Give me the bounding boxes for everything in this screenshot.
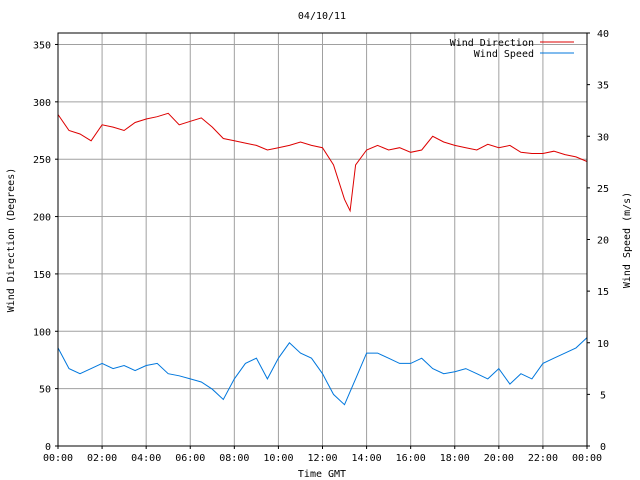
series-layer bbox=[57, 112, 588, 406]
x-tick-label: 14:00 bbox=[352, 453, 382, 464]
y-left-tick-label: 150 bbox=[33, 270, 51, 281]
y-left-tick-label: 50 bbox=[39, 385, 51, 396]
y-right-tick-label: 35 bbox=[597, 81, 609, 92]
y-right-tick-label: 5 bbox=[600, 390, 606, 401]
y-right-tick-label: 15 bbox=[597, 287, 609, 298]
x-tick-label: 22:00 bbox=[528, 453, 558, 464]
x-tick-label: 10:00 bbox=[263, 453, 293, 464]
series-line-wind-direction bbox=[57, 112, 588, 213]
y-left-tick-label: 200 bbox=[33, 213, 51, 224]
series-line-wind-speed bbox=[57, 337, 588, 406]
x-tick-label: 00:00 bbox=[572, 453, 602, 464]
legend: Wind Direction Wind Speed bbox=[450, 38, 574, 60]
y-right-tick-label: 30 bbox=[597, 132, 609, 143]
y-axis-right-label: Wind Speed (m/s) bbox=[622, 192, 633, 288]
legend-label-wind-direction: Wind Direction bbox=[450, 38, 534, 49]
y-right-tick-label: 0 bbox=[600, 442, 606, 453]
legend-label-wind-speed: Wind Speed bbox=[474, 49, 534, 60]
x-axis-label: Time GMT bbox=[298, 469, 346, 480]
y-left-tick-label: 250 bbox=[33, 155, 51, 166]
axis-layer: 00:00 02:00 04:00 06:00 08:00 10:00 12:00 14:00… bbox=[33, 29, 609, 464]
y-left-tick-label: 300 bbox=[33, 98, 51, 109]
x-tick-label: 12:00 bbox=[307, 453, 337, 464]
x-tick-label: 20:00 bbox=[484, 453, 514, 464]
y-right-tick-label: 20 bbox=[597, 236, 609, 247]
y-left-tick-label: 100 bbox=[33, 327, 51, 338]
x-tick-label: 18:00 bbox=[440, 453, 470, 464]
chart-title: 04/10/11 bbox=[298, 11, 346, 22]
grid-layer bbox=[58, 33, 587, 446]
y-right-tick-label: 40 bbox=[597, 29, 609, 40]
x-tick-label: 16:00 bbox=[396, 453, 426, 464]
y-left-tick-label: 350 bbox=[33, 40, 51, 51]
y-right-tick-label: 10 bbox=[597, 339, 609, 350]
y-right-tick-label: 25 bbox=[597, 184, 609, 195]
y-axis-left-label: Wind Direction (Degrees) bbox=[6, 168, 17, 313]
x-tick-label: 00:00 bbox=[43, 453, 73, 464]
x-tick-label: 02:00 bbox=[87, 453, 117, 464]
y-left-tick-label: 0 bbox=[45, 442, 51, 453]
x-tick-label: 08:00 bbox=[219, 453, 249, 464]
x-tick-label: 04:00 bbox=[131, 453, 161, 464]
x-tick-label: 06:00 bbox=[175, 453, 205, 464]
